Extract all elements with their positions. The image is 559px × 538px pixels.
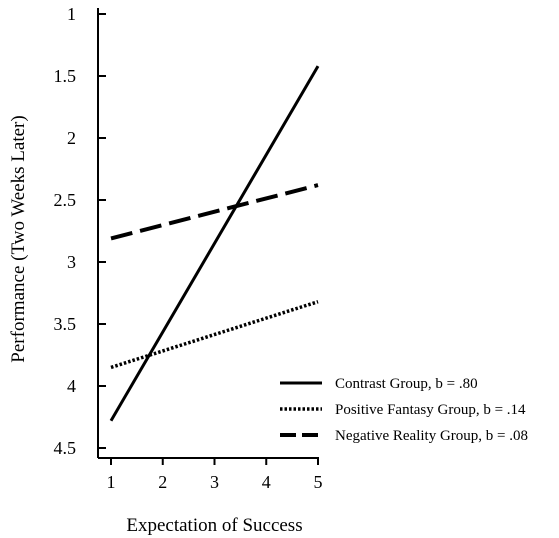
x-tick-label: 1: [107, 472, 116, 492]
x-tick-label: 2: [158, 472, 167, 492]
series-lines: [109, 65, 320, 422]
series-line-dotted: [110, 300, 319, 370]
y-axis-title: Performance (Two Weeks Later): [8, 115, 29, 362]
x-tick-label: 5: [314, 472, 323, 492]
legend-label: Positive Fantasy Group, b = .14: [335, 402, 526, 418]
series-line-dashed: [110, 183, 319, 241]
legend-label: Negative Reality Group, b = .08: [335, 428, 528, 444]
y-tick-label: 4: [67, 376, 76, 396]
legend: Contrast Group, b = .80 Positive Fantasy …: [280, 376, 528, 444]
axes: 1 1.5 2 2.5 3 3.5 4 4.5 1 2 3 4 5: [54, 4, 323, 492]
y-tick-label: 3.5: [54, 314, 77, 334]
x-axis-title: Expectation of Success: [126, 515, 302, 536]
x-tick-label: 3: [210, 472, 219, 492]
y-tick-label: 3: [67, 252, 76, 272]
y-tick-label: 1: [67, 4, 76, 24]
y-tick-label: 2.5: [54, 190, 77, 210]
y-tick-label: 2: [67, 128, 76, 148]
series-line-solid: [109, 65, 320, 422]
y-tick-label: 4.5: [54, 438, 77, 458]
legend-label: Contrast Group, b = .80: [335, 376, 478, 392]
x-tick-label: 4: [262, 472, 271, 492]
y-tick-label: 1.5: [54, 66, 77, 86]
